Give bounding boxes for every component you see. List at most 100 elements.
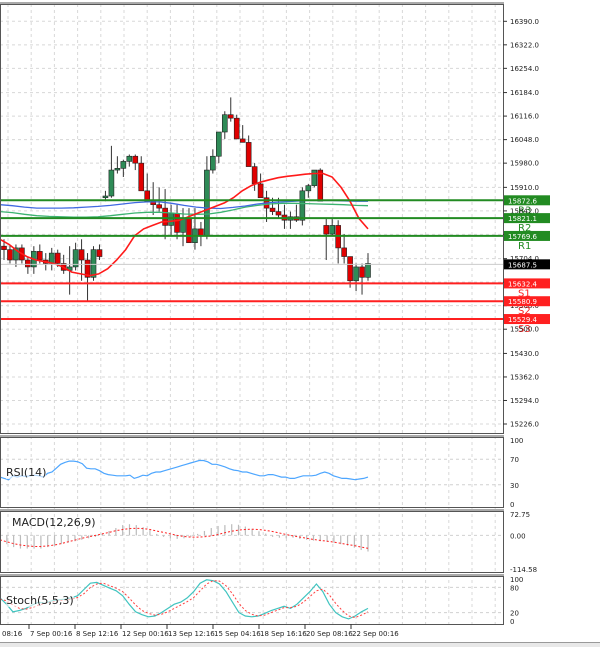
candle[interactable] [293, 204, 300, 222]
candle-body-bull [168, 213, 174, 226]
horizontal-scrollbar[interactable] [0, 642, 600, 647]
candle[interactable] [341, 234, 347, 264]
moving-average-blue [0, 199, 368, 210]
price-axis-label: 15500.0 [510, 326, 539, 334]
candle-body-bear [227, 114, 234, 119]
candle-body-bear [257, 183, 264, 199]
level-price-tag-text: 15632.4 [508, 280, 537, 288]
candle[interactable] [245, 135, 252, 167]
level-price-tag-text: 15872.6 [508, 197, 537, 205]
stoch-axis-label: 0 [510, 618, 514, 626]
level-price-tag-text: 15529.4 [508, 316, 537, 324]
candle-body-bear [233, 117, 240, 140]
candle-body-bull [180, 218, 186, 233]
rsi-frame [0, 437, 504, 508]
time-axis-label: 08:16 [2, 630, 23, 638]
candle-body-bull [120, 161, 127, 169]
stoch-frame [0, 576, 504, 625]
candle[interactable] [162, 189, 168, 240]
candle[interactable] [227, 97, 234, 122]
macd-axis-label: 0.00 [510, 532, 526, 540]
macd-pane[interactable] [0, 524, 369, 552]
candle-body-bull [305, 185, 312, 192]
time-axis: 08:16 7 Sep 00:16 8 Sep 12:16 12 Sep 00:16 1… [2, 624, 399, 638]
candle-body-bear [54, 252, 61, 264]
candle[interactable] [138, 156, 145, 192]
rsi-title: RSI(14) [6, 466, 47, 479]
macd-title: MACD(12,26,9) [12, 516, 96, 529]
candle[interactable] [329, 218, 335, 236]
price-axes: 16390.0 16322.0 16254.0 16184.0 16116.0 16048… [0, 2, 550, 626]
candle-body-bull [329, 225, 335, 235]
candle-body-bull [353, 266, 359, 282]
candle[interactable] [198, 221, 204, 247]
time-axis-label: 20 Sep 08:16 [306, 630, 353, 638]
candle[interactable] [239, 125, 246, 143]
price-axis-label: 15910.0 [510, 184, 539, 192]
time-axis-label: 22 Sep 00:16 [352, 630, 399, 638]
candle[interactable] [216, 131, 222, 164]
candle[interactable] [1, 239, 7, 261]
candle[interactable] [96, 244, 103, 261]
price-axis-label: 15704.0 [510, 255, 539, 263]
rsi-axis-label: 100 [510, 437, 523, 445]
candle[interactable] [359, 263, 365, 295]
price-pane[interactable]: R3 R2 R1 S1 S2 S3 [0, 97, 531, 335]
price-frame [0, 4, 504, 434]
candle-body-bear [96, 249, 103, 257]
level-price-tag-text: 15580.9 [508, 298, 537, 306]
level-price-tag [504, 213, 550, 224]
candle[interactable] [251, 163, 258, 191]
candle-body-bear [162, 207, 168, 226]
candle[interactable] [72, 242, 79, 271]
candle[interactable] [108, 145, 115, 198]
candle[interactable] [323, 218, 330, 261]
moving-average-green [0, 202, 369, 218]
current-price-text: 15687.5 [508, 261, 537, 269]
candle-body-bear [341, 247, 347, 257]
candle[interactable] [353, 263, 359, 292]
candle[interactable] [126, 154, 133, 167]
candle-body-bear [186, 218, 192, 244]
price-axis-label: 15430.0 [510, 350, 539, 358]
candle[interactable] [221, 111, 228, 139]
candle[interactable] [305, 183, 312, 198]
candle-body-bull [102, 195, 109, 199]
candle-body-bear [317, 169, 324, 202]
candle[interactable] [48, 247, 55, 271]
price-axis-label: 15362.0 [510, 373, 539, 381]
candle[interactable] [257, 173, 264, 199]
candle[interactable] [13, 244, 19, 267]
candle[interactable] [114, 156, 121, 174]
candle[interactable] [204, 156, 210, 240]
macd-frame [0, 511, 504, 573]
candle-body-bull [299, 190, 306, 221]
candle[interactable] [335, 220, 341, 264]
candle[interactable] [132, 154, 139, 171]
candle-body-bull [216, 131, 222, 157]
level-label-r3: R3 [518, 205, 531, 216]
candle[interactable] [7, 244, 13, 264]
candle[interactable] [120, 159, 127, 177]
candle-body-bear [347, 256, 353, 282]
candle[interactable] [233, 114, 240, 140]
candle[interactable] [186, 208, 192, 244]
candle[interactable] [299, 187, 306, 226]
macd-axis-label: -114.58 [510, 566, 537, 574]
level-label-r1: R1 [518, 241, 531, 252]
candle-body-bear [275, 211, 282, 216]
candle-body-bear [156, 204, 162, 209]
chart-grid [0, 4, 503, 624]
price-axis-label: 15980.0 [510, 160, 539, 168]
candle[interactable] [287, 211, 294, 229]
candle[interactable] [84, 253, 91, 302]
candle[interactable] [365, 253, 371, 281]
level-label-r2: R2 [518, 223, 531, 234]
candle[interactable] [210, 149, 216, 174]
candle[interactable] [311, 169, 318, 188]
stoch-axis-label: 80 [510, 584, 519, 592]
rsi-pane[interactable] [0, 459, 369, 481]
stoch-axis-label: 20 [510, 610, 519, 618]
candle[interactable] [25, 256, 31, 274]
